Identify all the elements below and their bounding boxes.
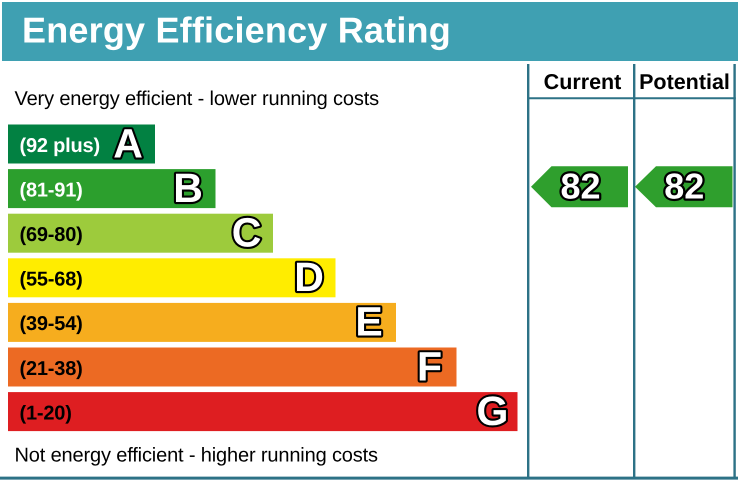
svg-text:Not energy efficient - higher: Not energy efficient - higher running co…	[15, 445, 379, 467]
svg-text:Very energy efficient - lower: Very energy efficient - lower running co…	[15, 88, 380, 110]
svg-text:Potential: Potential	[639, 70, 730, 94]
svg-text:F: F	[417, 343, 442, 389]
svg-text:(55-68): (55-68)	[20, 269, 83, 291]
svg-text:D: D	[294, 254, 324, 300]
svg-text:(39-54): (39-54)	[20, 313, 83, 335]
svg-text:(81-91): (81-91)	[20, 179, 83, 201]
svg-text:C: C	[232, 210, 262, 256]
svg-text:Current: Current	[544, 70, 622, 94]
svg-text:(69-80): (69-80)	[20, 224, 83, 246]
svg-text:A: A	[113, 121, 143, 167]
svg-text:(92 plus): (92 plus)	[20, 135, 100, 157]
svg-text:G: G	[477, 388, 509, 434]
svg-text:82: 82	[560, 165, 600, 206]
svg-text:E: E	[355, 299, 382, 345]
svg-text:(1-20): (1-20)	[20, 402, 72, 424]
svg-text:82: 82	[664, 165, 704, 206]
svg-text:Energy Efficiency Rating: Energy Efficiency Rating	[22, 10, 451, 51]
svg-text:(21-38): (21-38)	[20, 358, 83, 380]
svg-text:B: B	[173, 165, 203, 211]
